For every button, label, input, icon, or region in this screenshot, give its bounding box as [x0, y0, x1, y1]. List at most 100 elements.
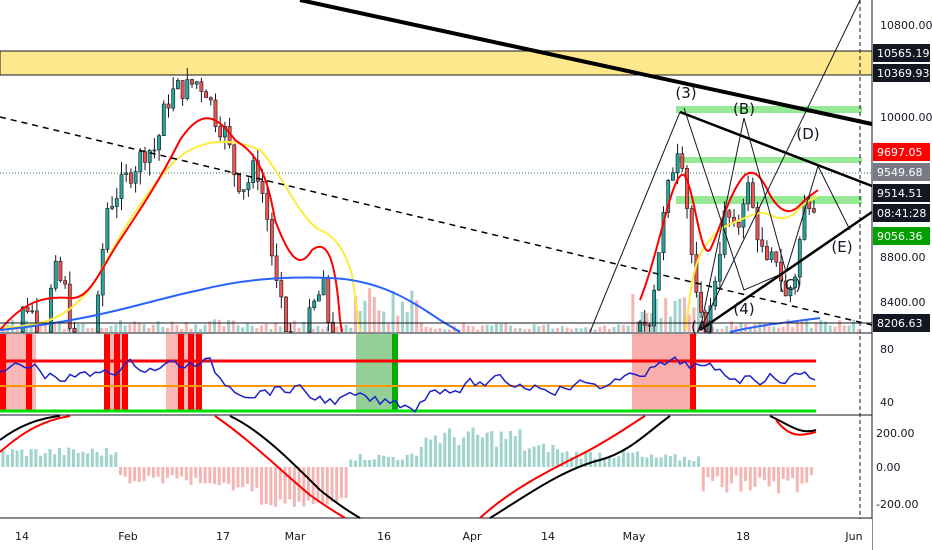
macd-histogram-bar	[654, 457, 658, 467]
macd-histogram-bar	[579, 458, 583, 467]
candle	[260, 181, 265, 194]
macd-histogram-bar	[640, 456, 644, 467]
macd-histogram-bar	[109, 454, 113, 467]
volume-bar	[43, 322, 47, 332]
support-zone-lower	[676, 196, 862, 204]
candle	[161, 103, 166, 136]
candle	[265, 193, 270, 220]
macd-histogram-bar	[297, 467, 301, 502]
rsi-signal-bar	[0, 334, 6, 412]
macd-histogram-bar	[316, 467, 320, 503]
macd-histogram-bar	[574, 451, 578, 467]
macd-histogram-bar	[809, 467, 813, 476]
candle	[129, 172, 133, 184]
candle	[49, 287, 53, 333]
volume-bar	[114, 324, 118, 332]
macd-histogram-bar	[358, 453, 362, 467]
volume-bar	[664, 298, 668, 332]
ema-yellow-line-1	[0, 140, 361, 333]
macd-histogram-bar	[584, 451, 588, 467]
macd-histogram-bar	[344, 467, 348, 499]
volume-bar	[433, 328, 437, 332]
macd-histogram-bar	[217, 467, 221, 486]
candle	[685, 168, 689, 209]
macd-histogram-bar	[227, 467, 231, 484]
volume-bar	[791, 327, 795, 332]
candle	[34, 310, 39, 333]
macd-histogram-bar	[128, 467, 132, 484]
support-zone-upper	[676, 106, 862, 113]
volume-bar	[490, 325, 494, 332]
macd-histogram-bar	[311, 467, 315, 505]
candle	[119, 174, 124, 199]
macd-histogram-bar	[104, 448, 108, 467]
volume-bar	[527, 329, 531, 332]
macd-histogram-bar	[565, 451, 569, 467]
volume-bar	[805, 319, 809, 332]
macd-histogram-bar	[701, 467, 705, 492]
rsi-oversold-zone	[356, 334, 396, 412]
price-tick-label: 8400.00	[880, 296, 926, 309]
macd-histogram-bar	[490, 431, 494, 467]
volume-bar	[711, 327, 715, 332]
volume-bar	[354, 295, 357, 332]
candle	[793, 276, 798, 288]
candle	[741, 203, 746, 228]
macd-histogram-bar	[546, 452, 550, 467]
wave-label: (4)	[733, 300, 754, 318]
price-badge-label: 08:41:28	[877, 207, 926, 220]
macd-histogram-bar	[119, 467, 122, 476]
candle	[251, 160, 256, 183]
candle	[666, 180, 671, 213]
price-axis-panel	[873, 0, 932, 550]
candle	[699, 292, 704, 313]
macd-histogram-bar	[147, 467, 151, 476]
volume-bar	[546, 324, 550, 332]
macd-histogram-bar	[264, 467, 268, 505]
candle	[232, 144, 237, 176]
candle	[764, 246, 769, 260]
volume-bar	[151, 324, 155, 332]
macd-histogram-bar	[692, 461, 696, 467]
candle	[284, 296, 288, 332]
macd-histogram-bar	[570, 457, 574, 467]
macd-histogram-bar	[250, 467, 254, 492]
candle	[30, 310, 35, 313]
volume-bar	[194, 324, 198, 332]
macd-histogram-bar	[354, 460, 357, 467]
candle	[185, 79, 190, 99]
volume-bar	[570, 329, 574, 332]
volume-bar	[255, 328, 259, 332]
volume-bar	[321, 328, 325, 332]
volume-bar	[838, 320, 842, 332]
volume-bar	[607, 328, 611, 332]
wave-label: (E)	[831, 238, 852, 256]
volume-bar	[471, 326, 475, 332]
volume-bar	[734, 325, 738, 332]
macd-histogram-bar	[86, 453, 90, 467]
volume-bar	[715, 328, 719, 332]
volume-bar	[833, 326, 837, 332]
support-zone-middle	[676, 157, 862, 163]
candle	[312, 300, 317, 309]
macd-histogram-bar	[180, 467, 184, 477]
macd-histogram-bar	[405, 454, 409, 467]
rsi-signal-bar	[178, 334, 184, 412]
candle	[208, 97, 213, 101]
volume-bar	[480, 325, 484, 332]
volume-bar	[692, 307, 696, 332]
macd-line	[0, 415, 361, 519]
candle	[326, 277, 331, 323]
volume-bar	[532, 324, 536, 332]
macd-histogram-bar	[6, 454, 10, 467]
volume-bar	[758, 323, 762, 332]
candle	[746, 182, 751, 205]
macd-histogram-bar	[72, 449, 75, 467]
volume-bar	[462, 323, 466, 332]
candle	[788, 287, 793, 297]
macd-histogram-bar	[151, 467, 155, 478]
volume-bar	[668, 316, 672, 332]
macd-histogram-bar	[39, 455, 43, 467]
macd-histogram-bar	[53, 454, 57, 467]
candle	[166, 103, 171, 109]
